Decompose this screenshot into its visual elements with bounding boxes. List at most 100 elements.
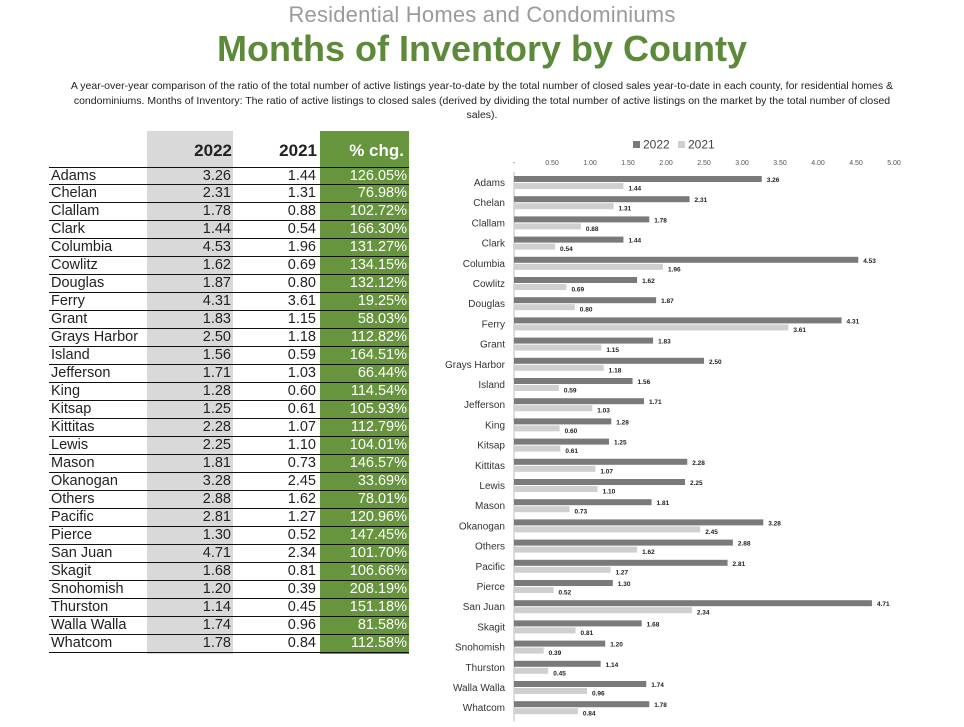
bar-2022 [514, 398, 644, 405]
value-2022-cell: 1.78 [202, 203, 231, 219]
category-label: Mason [475, 501, 505, 512]
data-label-2021: 0.54 [560, 246, 573, 253]
header-pct-change: % chg. [349, 141, 404, 160]
value-2021-cell: 0.80 [287, 275, 316, 291]
bar-2021 [514, 526, 701, 533]
table-row: Walla Walla 1.74 0.96 81.58% [49, 617, 409, 635]
column-2022-background [147, 131, 233, 654]
category-label: Okanogan [459, 521, 505, 532]
value-2021-cell: 0.59 [287, 347, 316, 363]
data-label-2021: 2.34 [697, 610, 710, 617]
county-cell: Skagit [51, 563, 92, 579]
data-label-2021: 0.45 [553, 670, 566, 677]
category-label: Jefferson [464, 400, 505, 411]
page-title: Months of Inventory by County [217, 28, 747, 69]
pct-change-cell: 147.45% [349, 527, 407, 543]
bar-2021 [514, 243, 556, 250]
county-cell: Pacific [51, 509, 94, 525]
county-cell: Columbia [51, 239, 113, 255]
data-label-2022: 4.71 [877, 601, 890, 608]
category-label: Clallam [472, 218, 505, 229]
category-label: King [485, 420, 505, 431]
category-label: Whatcom [463, 703, 505, 714]
pct-change-cell: 19.25% [357, 293, 407, 309]
bar-2022 [514, 499, 652, 506]
pct-change-cell: 78.01% [357, 491, 407, 507]
data-label-2021: 3.61 [793, 327, 806, 334]
category-label: Island [478, 380, 505, 391]
value-2022-cell: 1.25 [202, 401, 231, 417]
category-label: Grant [480, 340, 505, 351]
value-2022-cell: 2.81 [202, 509, 231, 525]
data-label-2022: 3.26 [767, 177, 780, 184]
value-2022-cell: 2.88 [202, 491, 231, 507]
bar-2021 [514, 566, 611, 573]
data-label-2022: 1.25 [614, 440, 627, 447]
value-2022-cell: 2.31 [202, 185, 231, 201]
category-label: Thurston [466, 663, 505, 674]
x-tick-label: 2.00 [659, 160, 673, 167]
value-2022-cell: 1.62 [202, 257, 231, 273]
value-2022-cell: 2.25 [202, 437, 231, 453]
bar-2021 [514, 688, 587, 694]
bar-2021 [514, 364, 604, 371]
data-label-2021: 0.96 [592, 691, 605, 698]
data-label-2022: 4.31 [847, 318, 860, 325]
category-label: Pacific [476, 562, 505, 573]
value-2021-cell: 0.84 [287, 635, 316, 651]
x-tick-label: 0.50 [545, 160, 559, 167]
county-cell: Jefferson [51, 365, 111, 381]
county-cell: Ferry [51, 293, 85, 309]
pct-change-cell: 134.15% [349, 257, 407, 273]
data-label-2022: 1.78 [654, 702, 667, 709]
data-label-2022: 1.87 [661, 298, 674, 305]
data-label-2021: 0.69 [571, 287, 584, 294]
data-label-2021: 0.88 [586, 226, 599, 233]
county-cell: Walla Walla [51, 617, 127, 633]
pct-change-cell: 81.58% [357, 617, 407, 633]
supertitle: Residential Homes and Condominiums [288, 2, 676, 27]
bar-2022 [514, 317, 842, 324]
data-label-2022: 4.53 [863, 258, 876, 265]
data-label-2022: 1.83 [658, 339, 671, 346]
table-row: Okanogan 3.28 2.45 33.69% [49, 473, 409, 491]
header-2021: 2021 [279, 141, 317, 160]
data-label-2022: 1.28 [616, 419, 629, 426]
data-label-2022: 1.56 [638, 379, 651, 386]
data-label-2022: 1.30 [618, 581, 631, 588]
value-2021-cell: 3.61 [287, 293, 316, 309]
bar-2022 [514, 640, 606, 647]
county-cell: Chelan [51, 185, 97, 201]
value-2022-cell: 1.20 [202, 581, 231, 597]
data-label-2021: 0.84 [583, 711, 596, 718]
pct-change-cell: 58.03% [357, 311, 407, 327]
data-label-2021: 1.07 [600, 468, 613, 475]
pct-change-cell: 76.98% [357, 185, 407, 201]
table-row: Grays Harbor 2.50 1.18 112.82% [49, 329, 409, 347]
county-cell: Adams [51, 168, 97, 184]
category-label: Pierce [477, 582, 506, 593]
bar-2022 [514, 479, 685, 485]
table-row: Mason 1.81 0.73 146.57% [49, 455, 409, 473]
bar-2021 [514, 445, 561, 452]
value-2022-cell: 1.83 [202, 311, 231, 327]
value-2022-cell: 1.81 [202, 455, 231, 471]
county-cell: Clark [51, 221, 85, 237]
table-row: Island 1.56 0.59 164.51% [49, 347, 409, 365]
data-label-2022: 2.31 [695, 197, 708, 204]
pct-change-cell: 112.82% [350, 329, 407, 345]
pct-change-cell: 120.96% [349, 509, 407, 525]
bar-2021 [514, 587, 554, 593]
bar-2021 [514, 203, 614, 210]
header-2022: 2022 [194, 141, 232, 160]
bar-2021 [514, 304, 575, 311]
pct-change-cell: 112.58% [350, 635, 407, 651]
category-label: Clark [482, 239, 506, 250]
data-label-2021: 1.96 [668, 266, 681, 273]
data-label-2021: 0.61 [565, 448, 578, 455]
county-cell: Clallam [51, 203, 100, 219]
value-2021-cell: 1.10 [287, 437, 316, 453]
data-label-2022: 1.78 [654, 217, 667, 224]
bar-2021 [514, 546, 638, 553]
value-2021-cell: 0.96 [287, 617, 316, 633]
